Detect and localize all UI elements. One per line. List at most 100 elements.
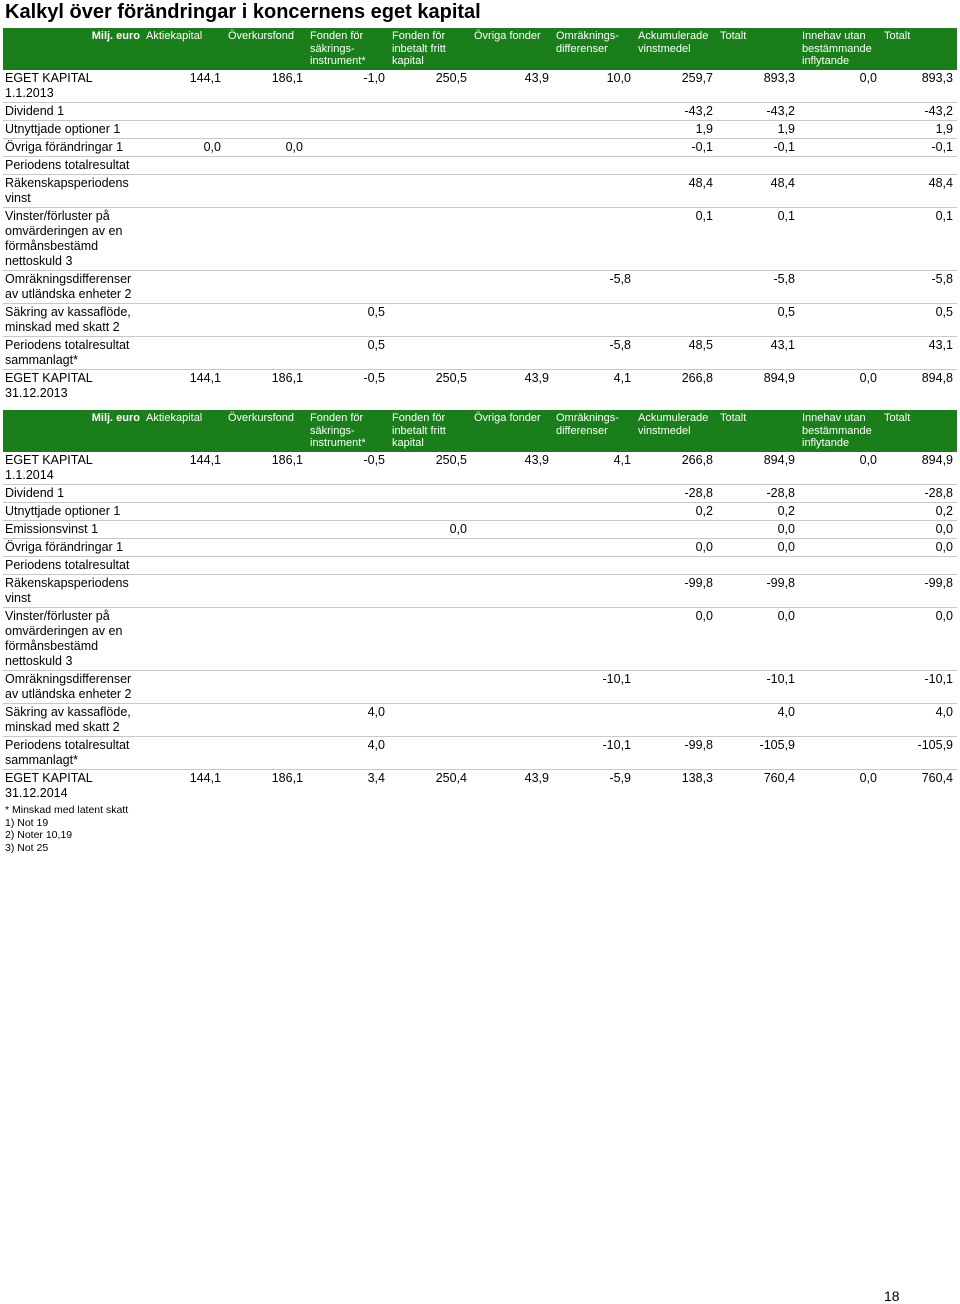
- table-cell: 144,1: [189, 452, 221, 467]
- table-cell: [143, 207, 225, 270]
- equity-table-2013: Milj. euro Aktiekapital Överkursfond Fonden…: [3, 28, 957, 402]
- table-cell: 4,0: [935, 704, 953, 719]
- table-cell: 0,0: [859, 770, 877, 785]
- table-row: Omräkningsdifferenser av utländska enhet…: [3, 270, 957, 303]
- row-label: Övriga förändringar 1: [5, 539, 124, 554]
- table-cell: [553, 174, 635, 207]
- table-cell: [799, 303, 881, 336]
- table-row: Dividend 1 -28,8 -28,8 -28,8: [3, 484, 957, 502]
- table-cell: [635, 556, 717, 574]
- table-cell: [717, 556, 799, 574]
- table-cell: 0,0: [859, 370, 877, 385]
- table-cell: [225, 736, 307, 769]
- table-cell: 266,8: [681, 370, 713, 385]
- table-cell: [307, 120, 389, 138]
- table-cell: 0,5: [935, 304, 953, 319]
- column-header-unit: Milj. euro: [3, 28, 143, 70]
- table-cell: [471, 207, 553, 270]
- table-cell: [143, 174, 225, 207]
- table-cell: -105,9: [759, 737, 795, 752]
- table-row: EGET KAPITAL 31.12.2014 144,1 186,1 3,4 250,…: [3, 769, 957, 802]
- table-cell: [553, 538, 635, 556]
- table-cell: 0,2: [935, 503, 953, 518]
- table-cell: [143, 736, 225, 769]
- table-cell: [389, 102, 471, 120]
- row-label: Periodens totalresultat: [5, 557, 130, 572]
- table-row: Emissionsvinst 1 0,0 0,0 0,0: [3, 520, 957, 538]
- table-cell: -0,1: [691, 139, 713, 154]
- table-cell: 43,1: [770, 337, 795, 352]
- table-cell: -10,1: [602, 737, 632, 752]
- table-cell: 4,1: [613, 452, 631, 467]
- table-cell: 894,8: [921, 370, 953, 385]
- row-label: EGET KAPITAL 31.12.2014: [5, 770, 93, 800]
- table-cell: 1,9: [695, 121, 713, 136]
- table-cell: 266,8: [681, 452, 713, 467]
- table-cell: [799, 484, 881, 502]
- table-cell: 48,4: [770, 175, 795, 190]
- column-header-unit: Milj. euro: [3, 410, 143, 452]
- table-cell: [471, 538, 553, 556]
- table-cell: 3,4: [367, 770, 385, 785]
- table-cell: 0,1: [777, 208, 795, 223]
- table-cell: 144,1: [189, 70, 221, 85]
- table-cell: [471, 138, 553, 156]
- table-cell: 4,0: [367, 704, 385, 719]
- table-cell: 0,0: [935, 539, 953, 554]
- table-cell: [307, 556, 389, 574]
- table-cell: [799, 736, 881, 769]
- footnote: 2) Noter 10,19: [5, 829, 73, 841]
- row-label: EGET KAPITAL 1.1.2014: [5, 452, 93, 482]
- table-cell: [799, 538, 881, 556]
- table-cell: [799, 207, 881, 270]
- table-cell: -43,2: [766, 103, 796, 118]
- table-cell: [553, 556, 635, 574]
- table-cell: [143, 574, 225, 607]
- table-cell: -10,1: [602, 671, 632, 686]
- table-cell: 43,9: [524, 70, 549, 85]
- column-header: Totalt: [717, 28, 799, 70]
- table-cell: [799, 556, 881, 574]
- row-label: Dividend 1: [5, 103, 65, 118]
- table-cell: [471, 502, 553, 520]
- table-cell: -99,8: [684, 575, 714, 590]
- table-cell: [225, 207, 307, 270]
- row-label: Omräkningsdifferenser av utländska enhet…: [5, 671, 132, 701]
- column-header: Överkursfond: [225, 410, 307, 452]
- table-cell: [799, 102, 881, 120]
- table-cell: [307, 138, 389, 156]
- table-cell: 0,5: [367, 337, 385, 352]
- column-header: Ackumulerade vinstmedel: [635, 28, 717, 70]
- table-cell: [471, 102, 553, 120]
- table-cell: [307, 207, 389, 270]
- table-cell: 0,0: [449, 521, 467, 536]
- table-cell: [471, 607, 553, 670]
- table-cell: 0,2: [777, 503, 795, 518]
- table-cell: [225, 120, 307, 138]
- table-cell: [635, 303, 717, 336]
- table-cell: [635, 520, 717, 538]
- table-cell: [225, 502, 307, 520]
- table-cell: 186,1: [271, 770, 303, 785]
- table-cell: -0,5: [363, 452, 385, 467]
- table-row: Vinster/förluster på omvärderingen av en…: [3, 207, 957, 270]
- row-label: Vinster/förluster på omvärderingen av en…: [5, 608, 123, 668]
- table-cell: [307, 607, 389, 670]
- table-cell: [635, 703, 717, 736]
- row-label: Räkenskapsperiodens vinst: [5, 175, 129, 205]
- table-cell: 894,9: [763, 370, 795, 385]
- table-cell: 893,3: [921, 70, 953, 85]
- table-cell: [389, 120, 471, 138]
- table-cell: [635, 670, 717, 703]
- table-cell: [471, 303, 553, 336]
- table-cell: [389, 174, 471, 207]
- table-cell: 48,4: [688, 175, 713, 190]
- table-cell: [881, 556, 957, 574]
- footnote: 1) Not 19: [5, 816, 49, 829]
- table-cell: [143, 556, 225, 574]
- table-cell: [717, 156, 799, 174]
- table-cell: [143, 703, 225, 736]
- table-row: Säkring av kassaflöde, minskad med skatt…: [3, 303, 957, 336]
- table-cell: [307, 270, 389, 303]
- table-cell: -43,2: [684, 103, 714, 118]
